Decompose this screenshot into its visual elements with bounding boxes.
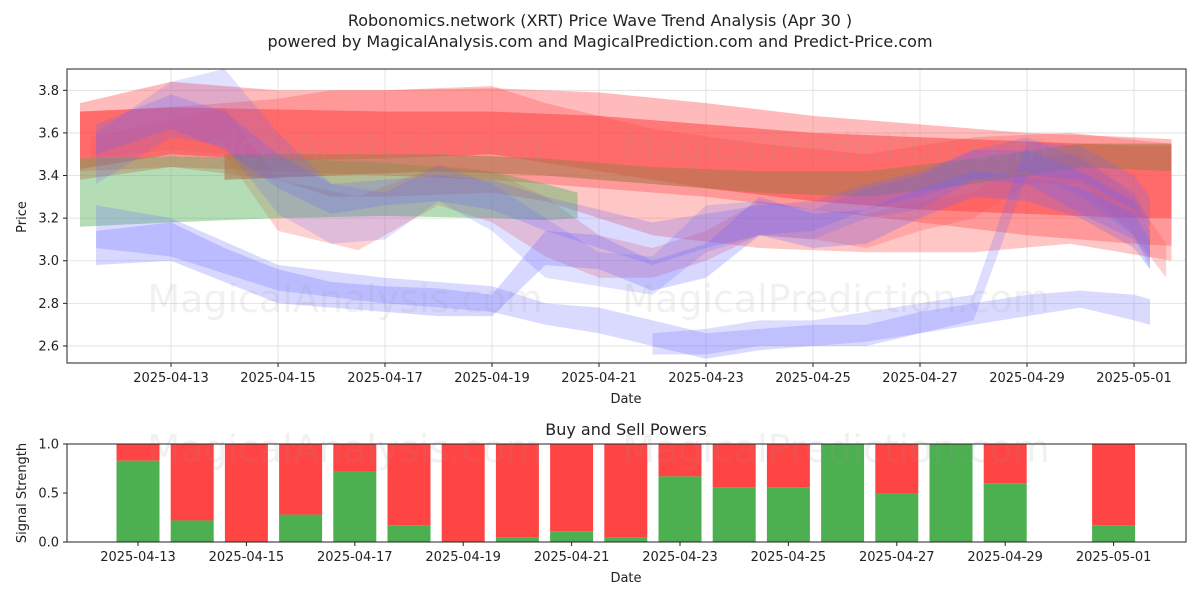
- sell-bar: [604, 444, 648, 538]
- signal-x-tick-label: 2025-04-13: [100, 550, 176, 565]
- price-x-tick-label: 2025-04-13: [133, 371, 209, 386]
- signal-x-tick-label: 2025-04-25: [751, 550, 827, 565]
- price-band-green-4: [80, 156, 578, 227]
- watermark-bottom-right: MagicalPrediction.com: [622, 427, 1050, 471]
- price-x-tick-label: 2025-04-27: [882, 371, 958, 386]
- price-band-blue-9: [96, 205, 1151, 359]
- signal-x-tick-label: 2025-04-27: [859, 550, 935, 565]
- signal-title: Buy and Sell Powers: [545, 420, 707, 439]
- price-x-tick-label: 2025-04-21: [561, 371, 637, 386]
- signal-y-tick-label: 0.0: [38, 536, 59, 551]
- signal-y-tick-label: 1.0: [38, 438, 59, 453]
- sell-bar: [279, 444, 323, 515]
- buy-bar: [821, 444, 865, 542]
- sell-bar: [658, 444, 702, 477]
- price-bands: [80, 69, 1172, 359]
- signal-x-tick-label: 2025-04-17: [317, 550, 393, 565]
- price-band-red-2: [90, 107, 1167, 278]
- watermark-top-left: MagicalAnalysis.com: [147, 125, 542, 169]
- signal-bars: [116, 444, 1136, 542]
- chart-title-line2: powered by MagicalAnalysis.com and Magic…: [267, 32, 932, 51]
- watermark-mid-right: MagicalPrediction.com: [622, 277, 1050, 321]
- sell-bar: [766, 444, 810, 488]
- sell-bar: [387, 444, 431, 526]
- buy-bar: [116, 460, 160, 542]
- sell-bar: [1092, 444, 1136, 526]
- sell-bar: [441, 444, 485, 542]
- price-y-tick-label: 3.2: [38, 212, 59, 227]
- watermark-top-right: MagicalPrediction.com: [622, 125, 1050, 169]
- sell-bar: [116, 444, 160, 461]
- price-ticks: 2.6 2.8 3.0 3.2 3.4 3.6 3.8 2025-04-13 2025-04-1…: [38, 84, 1171, 386]
- signal-y-label: Signal Strength: [15, 443, 30, 543]
- buy-bar: [658, 476, 702, 542]
- buy-bar: [875, 493, 919, 542]
- price-panel: MagicalAnalysis.com MagicalPrediction.co…: [15, 68, 1187, 407]
- price-x-tick-label: 2025-04-25: [775, 371, 851, 386]
- buy-bar: [550, 531, 594, 542]
- price-y-tick-label: 2.6: [38, 339, 59, 354]
- buy-bar: [712, 487, 756, 542]
- signal-x-label: Date: [610, 571, 641, 586]
- buy-bar: [604, 537, 648, 542]
- price-x-tick-label: 2025-04-29: [989, 371, 1065, 386]
- sell-bar: [224, 444, 268, 542]
- signal-ticks: 0.0 0.5 1.0 2025-04-13 2025-04-15 2025-04-17 2…: [38, 438, 1151, 566]
- price-x-tick-label: 2025-04-15: [240, 371, 316, 386]
- buy-bar: [333, 471, 377, 542]
- buy-bar: [766, 487, 810, 542]
- signal-x-tick-label: 2025-04-15: [209, 550, 285, 565]
- price-band-blue-8: [96, 94, 1151, 265]
- price-axes-frame: [66, 68, 1187, 364]
- price-x-tick-label: 2025-05-01: [1096, 371, 1172, 386]
- signal-x-tick-label: 2025-04-19: [425, 550, 501, 565]
- buy-bar: [387, 525, 431, 542]
- signal-panel: Buy and Sell Powers MagicalAnalysis.com …: [15, 420, 1187, 586]
- signal-y-tick-label: 0.5: [38, 487, 59, 502]
- price-y-tick-label: 3.0: [38, 254, 59, 269]
- buy-bar: [929, 444, 973, 542]
- signal-x-tick-label: 2025-04-29: [967, 550, 1043, 565]
- price-y-tick-label: 2.8: [38, 297, 59, 312]
- signal-x-tick-label: 2025-04-21: [534, 550, 610, 565]
- price-y-tick-label: 3.6: [38, 126, 59, 141]
- buy-bar: [983, 483, 1027, 542]
- sell-bar: [712, 444, 756, 488]
- price-y-tick-label: 3.4: [38, 169, 59, 184]
- sell-bar: [983, 444, 1027, 484]
- price-band-green-5: [224, 143, 1172, 197]
- buy-bar: [1092, 525, 1136, 542]
- price-band-blue-10: [96, 171, 1151, 317]
- price-x-tick-label: 2025-04-17: [347, 371, 423, 386]
- price-band-blue-11: [652, 141, 1150, 355]
- sell-bar: [170, 444, 214, 521]
- sell-bar: [550, 444, 594, 532]
- sell-bar: [875, 444, 919, 493]
- price-band-red-6: [224, 143, 1172, 197]
- buy-bar: [495, 537, 539, 542]
- price-band-red-3: [80, 107, 1172, 219]
- price-band-blue-7: [96, 69, 1151, 295]
- price-y-tick-label: 3.8: [38, 84, 59, 99]
- price-x-label: Date: [610, 392, 641, 407]
- signal-x-tick-label: 2025-05-01: [1076, 550, 1152, 565]
- price-x-tick-label: 2025-04-23: [668, 371, 744, 386]
- watermark-mid-left: MagicalAnalysis.com: [147, 277, 542, 321]
- buy-bar: [279, 514, 323, 542]
- sell-bar: [333, 444, 377, 472]
- sell-bar: [495, 444, 539, 538]
- chart-title-line1: Robonomics.network (XRT) Price Wave Tren…: [348, 11, 852, 30]
- signal-x-tick-label: 2025-04-23: [642, 550, 718, 565]
- buy-bar: [170, 520, 214, 542]
- price-x-tick-label: 2025-04-19: [454, 371, 530, 386]
- price-y-label: Price: [15, 201, 30, 233]
- watermark-bottom-left: MagicalAnalysis.com: [147, 427, 542, 471]
